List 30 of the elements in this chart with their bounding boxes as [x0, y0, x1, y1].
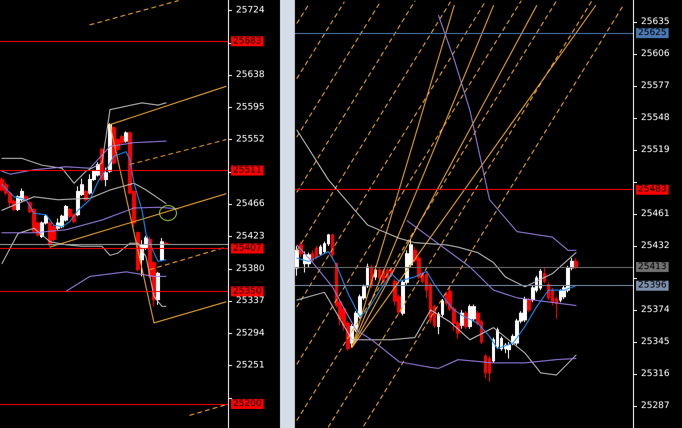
y-tick-label: 25638 [236, 70, 265, 80]
y-tick-label: 25423 [236, 232, 265, 242]
ref-line-label: 25407 [233, 244, 262, 254]
y-tick-label: 25294 [236, 328, 265, 338]
y-tick-label: 25432 [641, 240, 670, 251]
y-tick-label: 25287 [641, 400, 670, 411]
y-tick-label: 25374 [641, 304, 670, 315]
y-tick-label: 25606 [641, 49, 670, 60]
ref-line-label: 25413 [638, 262, 667, 272]
ref-line-label: 25511 [233, 165, 262, 176]
y-tick-label: 25345 [641, 336, 670, 347]
y-tick-label: 25635 [641, 17, 670, 28]
y-tick-label: 25548 [641, 113, 670, 124]
ref-line-label: 25396 [638, 280, 667, 291]
ref-line-label: 25683 [233, 36, 262, 46]
y-tick-label: 25577 [641, 81, 670, 92]
ref-line-label: 25483 [638, 184, 667, 195]
y-tick-label: 25461 [641, 209, 670, 219]
ref-line-label: 25625 [638, 28, 667, 38]
ref-line-label: 25350 [233, 286, 262, 296]
y-tick-label: 25552 [236, 134, 265, 145]
y-tick-label: 25337 [236, 296, 265, 306]
y-tick-label: 25724 [236, 6, 265, 16]
y-tick-label: 25595 [236, 102, 265, 112]
y-tick-label: 25316 [641, 368, 670, 379]
y-tick-label: 25380 [236, 264, 265, 274]
y-tick-label: 25466 [236, 199, 265, 210]
y-tick-label: 25519 [641, 145, 670, 156]
ref-line-label: 25200 [233, 398, 262, 409]
y-tick-label: 25251 [236, 360, 265, 371]
